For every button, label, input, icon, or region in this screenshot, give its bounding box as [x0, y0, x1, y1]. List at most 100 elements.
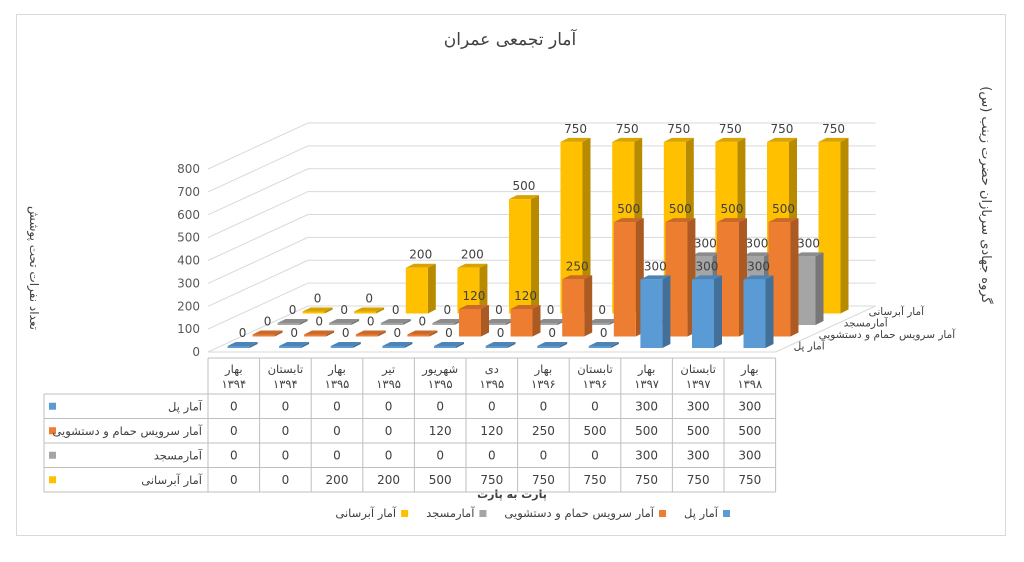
- table-cell: 0: [436, 448, 444, 462]
- bar-front: [380, 323, 403, 325]
- bar-side: [299, 319, 308, 325]
- data-label: 0: [315, 314, 323, 328]
- data-label: 0: [444, 303, 452, 317]
- bar: 300: [692, 259, 722, 348]
- bar-side: [324, 307, 333, 314]
- gridline: [207, 122, 876, 170]
- table-cell: 300: [738, 448, 761, 462]
- legend-item-label: آمار آبرسانی: [335, 506, 397, 521]
- legend-swatch: [659, 510, 667, 517]
- data-label: 0: [445, 326, 453, 340]
- category-label: ۱۳۹۸: [737, 377, 762, 391]
- table-cell: 0: [385, 448, 393, 462]
- bar-side: [582, 137, 591, 314]
- data-label: 500: [669, 202, 692, 216]
- y-axis-label-right: گروه جهادی سربازان حضرت زینب (س): [978, 86, 994, 304]
- bar-side: [765, 275, 774, 348]
- bar-side: [559, 342, 568, 348]
- table-series-name: آمار سرویس حمام و دستشویی: [52, 424, 202, 439]
- bar: 0: [485, 326, 516, 348]
- bar-side: [249, 342, 258, 348]
- bar-side: [402, 319, 411, 325]
- bar-side: [351, 319, 360, 325]
- bar-front: [560, 141, 583, 314]
- table-cell: 200: [377, 473, 400, 487]
- data-label: 300: [644, 259, 667, 273]
- bar: 0: [537, 326, 568, 348]
- table-cell: 0: [591, 399, 599, 413]
- bar: 500: [509, 179, 539, 314]
- bar-top: [613, 218, 644, 223]
- table-cell: 300: [687, 399, 710, 413]
- bar-top: [587, 319, 618, 323]
- bar-front: [405, 267, 428, 314]
- table-cell: 500: [584, 424, 607, 438]
- data-label: 750: [564, 122, 587, 136]
- table-cell: 0: [282, 399, 290, 413]
- bar-top: [380, 319, 411, 323]
- data-label: 750: [770, 122, 793, 136]
- bar-front: [665, 222, 688, 337]
- y-tick-label: 500: [177, 231, 200, 245]
- bar-side: [352, 342, 361, 348]
- bar: 0: [407, 314, 438, 337]
- data-label: 500: [772, 202, 795, 216]
- bar-top: [535, 319, 566, 323]
- bar: 0: [329, 303, 360, 325]
- bar-top: [510, 305, 541, 309]
- data-label: 750: [822, 122, 845, 136]
- bar: 120: [510, 289, 541, 337]
- category-label: تابستان: [577, 362, 613, 376]
- table-cell: 500: [429, 473, 452, 487]
- bar-side: [479, 263, 488, 314]
- legend-swatch: [479, 510, 487, 517]
- bar-front: [509, 199, 531, 314]
- table-cell: 0: [385, 399, 393, 413]
- bar: 500: [665, 202, 696, 337]
- category-label: ۱۳۹۷: [686, 377, 711, 391]
- y-tick-label: 200: [177, 299, 200, 313]
- table-legend-key: [49, 451, 56, 459]
- y-tick-label: 400: [177, 254, 200, 268]
- bar-front: [692, 279, 714, 348]
- table-series-name: آمار آبرسانی: [141, 473, 203, 488]
- bar-side: [610, 342, 619, 348]
- bar-top: [665, 218, 696, 223]
- data-label: 500: [720, 202, 743, 216]
- bar-top: [277, 319, 308, 323]
- bar-front: [304, 334, 327, 337]
- bar-top: [329, 319, 360, 323]
- bar-front: [640, 279, 663, 348]
- bar-top: [407, 330, 438, 335]
- category-label: تیر: [381, 362, 395, 377]
- bar-front: [793, 256, 816, 325]
- table-cell: 0: [230, 448, 238, 462]
- bar-top: [509, 195, 539, 200]
- table-legend-key: [49, 476, 56, 484]
- data-label: 300: [745, 236, 768, 250]
- depth-axis-label: آمار سرویس حمام و دستشویی: [819, 328, 957, 341]
- table-cell: 0: [436, 399, 444, 413]
- category-label: دی: [485, 362, 499, 376]
- bar-top: [612, 137, 643, 142]
- bar-top: [252, 330, 283, 335]
- data-label: 0: [365, 291, 373, 305]
- data-label: 0: [495, 303, 503, 317]
- category-label: شهریور: [421, 362, 458, 377]
- data-label: 0: [342, 326, 350, 340]
- data-label: 0: [289, 303, 297, 317]
- category-label: ۱۳۹۵: [479, 377, 504, 391]
- bar-top: [434, 342, 464, 346]
- bar-side: [456, 342, 464, 348]
- bar-front: [277, 323, 300, 325]
- y-tick-label: 700: [177, 185, 200, 199]
- category-label: ۱۳۹۵: [376, 377, 401, 391]
- bar-side: [301, 342, 310, 348]
- bar: 0: [380, 303, 411, 325]
- data-label: 0: [392, 303, 400, 317]
- bar-front: [587, 323, 610, 325]
- table-cell: 300: [738, 399, 761, 413]
- data-label: 300: [747, 259, 770, 273]
- bar-front: [434, 346, 456, 348]
